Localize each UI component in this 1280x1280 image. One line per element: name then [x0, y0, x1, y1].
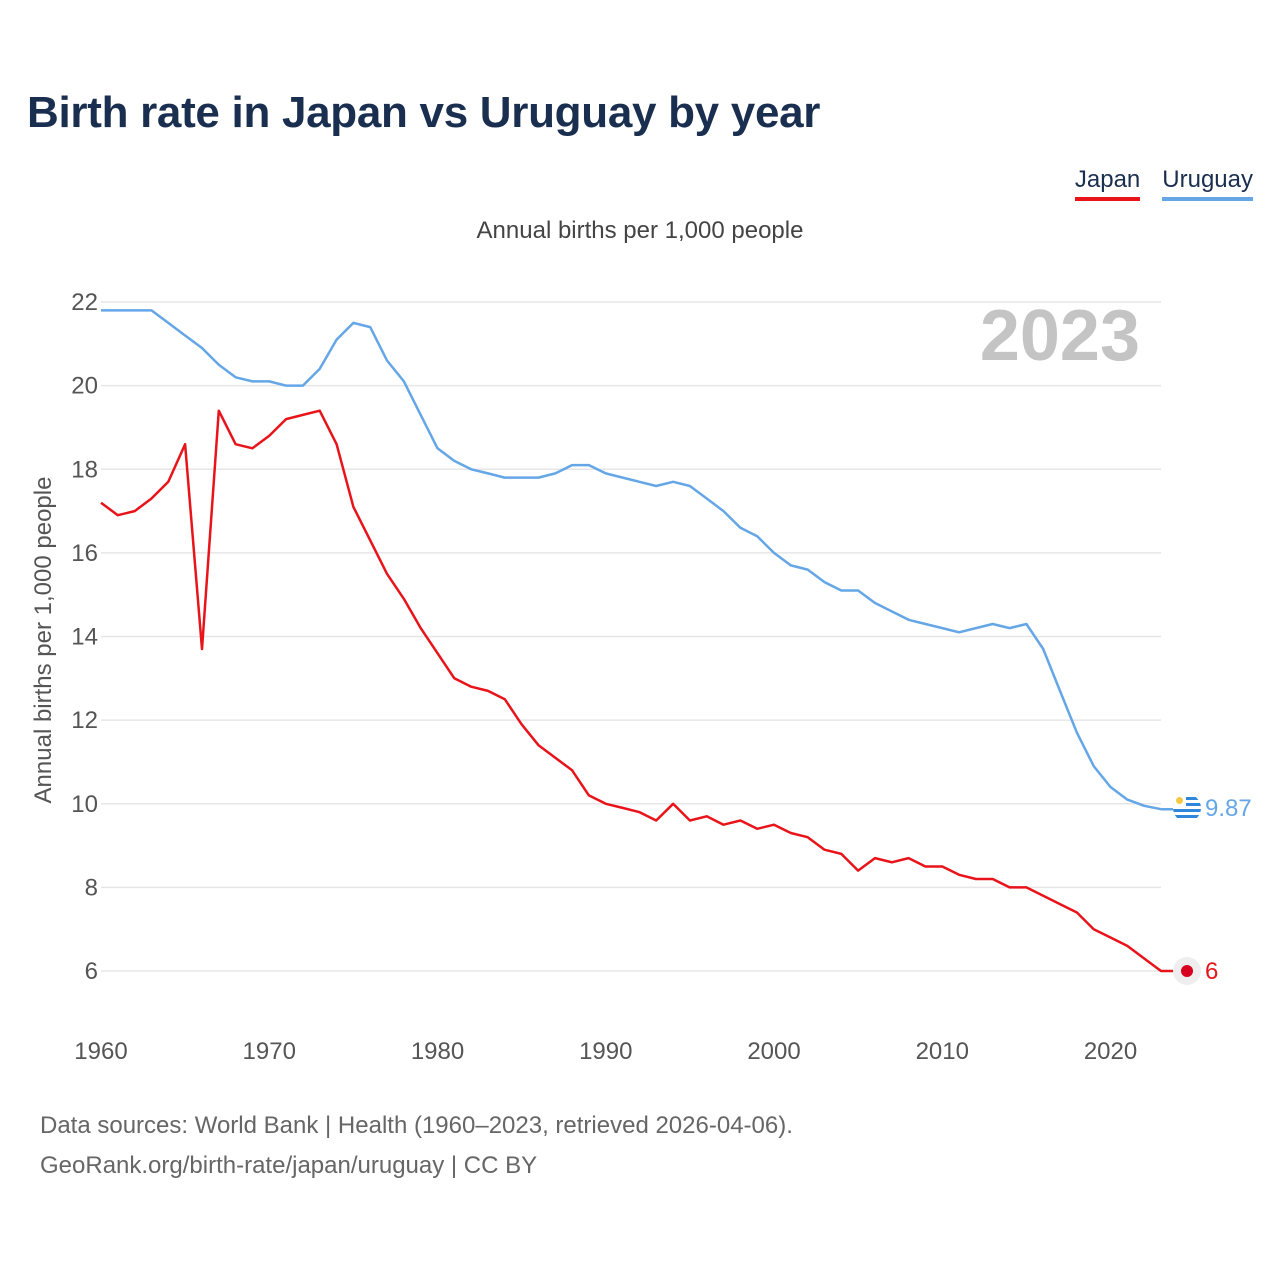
uruguay-end-value: 9.87 — [1205, 795, 1252, 822]
year-watermark: 2023 — [980, 296, 1140, 376]
y-tick-label: 22 — [71, 289, 98, 316]
y-tick-label: 14 — [71, 624, 98, 651]
y-tick-label: 6 — [85, 958, 98, 985]
source-line-2[interactable]: GeoRank.org/birth-rate/japan/uruguay | C… — [40, 1152, 538, 1179]
x-axis-ticks: 1960 1970 1980 1990 2000 2010 2020 — [74, 1038, 1137, 1065]
y-axis-ticks: 6 8 10 12 14 16 18 20 22 — [71, 289, 98, 985]
japan-flag-icon — [1173, 957, 1201, 985]
y-tick-label: 10 — [71, 791, 98, 818]
y-tick-label: 20 — [71, 373, 98, 400]
chart-title: Birth rate in Japan vs Uruguay by year — [27, 88, 821, 137]
grid-lines — [101, 301, 1161, 972]
japan-end-value: 6 — [1205, 958, 1218, 985]
y-tick-label: 16 — [71, 540, 98, 567]
x-tick-label: 2000 — [747, 1038, 800, 1065]
x-tick-label: 1980 — [411, 1038, 464, 1065]
y-tick-label: 12 — [71, 707, 98, 734]
x-tick-label: 1970 — [243, 1038, 296, 1065]
series-lines — [100, 309, 1173, 973]
y-tick-label: 8 — [85, 874, 98, 901]
y-tick-label: 18 — [71, 456, 98, 483]
source-note: Data sources: World Bank | Health (1960–… — [40, 1106, 793, 1186]
chart-subtitle: Annual births per 1,000 people — [476, 217, 804, 244]
x-tick-label: 2010 — [916, 1038, 969, 1065]
series-line-uruguay[interactable] — [101, 309, 1173, 811]
x-tick-label: 1960 — [74, 1038, 127, 1065]
x-tick-label: 2020 — [1084, 1038, 1137, 1065]
legend-item-japan[interactable]: Japan — [1074, 166, 1141, 201]
uruguay-flag-icon — [1173, 794, 1201, 822]
source-line-1: Data sources: World Bank | Health (1960–… — [40, 1112, 793, 1139]
y-axis-label: Annual births per 1,000 people — [30, 477, 57, 804]
legend-item-uruguay[interactable]: Uruguay — [1162, 166, 1253, 201]
legend: Japan Uruguay — [1074, 166, 1253, 201]
series-line-japan[interactable] — [100, 409, 1173, 973]
x-tick-label: 1990 — [579, 1038, 632, 1065]
